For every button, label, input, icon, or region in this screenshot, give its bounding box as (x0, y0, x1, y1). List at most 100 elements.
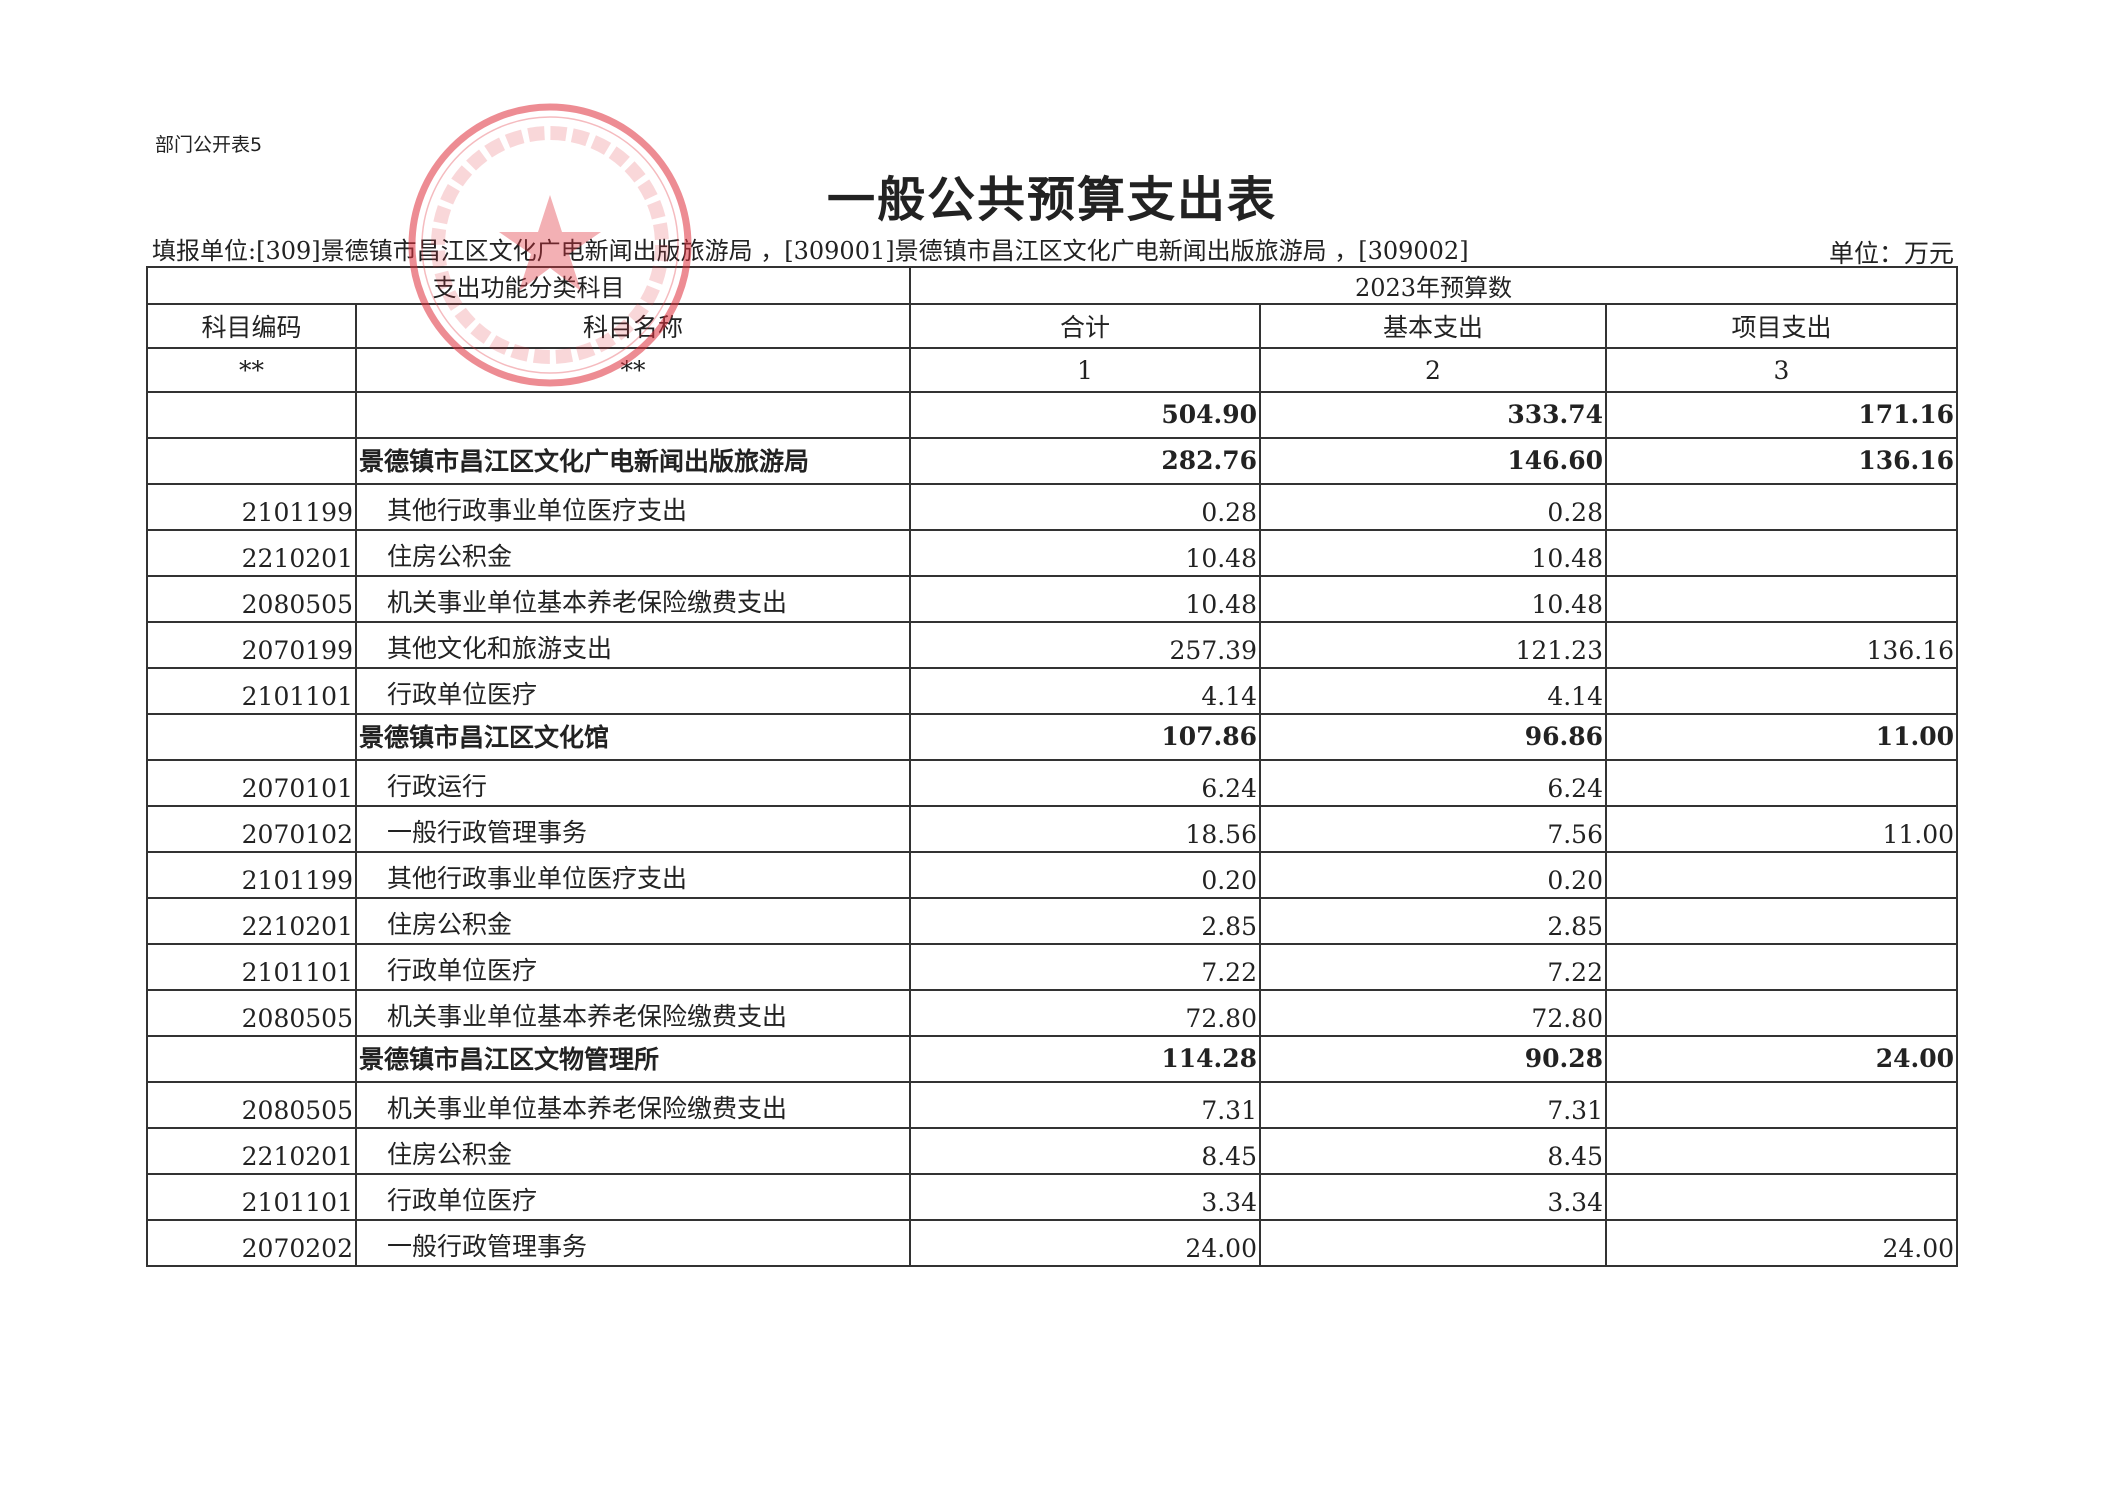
table-row: 2080505 机关事业单位基本养老保险缴费支出 7.31 7.31 (146, 1081, 1959, 1129)
cell-name: 行政单位医疗 (355, 667, 911, 715)
cell-total: 504.90 (909, 391, 1261, 439)
unit-subtotal-row: 景德镇市昌江区文化馆 107.86 96.86 11.00 (146, 713, 1959, 761)
header-total: 合计 (909, 303, 1261, 349)
cell-name: 行政运行 (355, 759, 911, 807)
cell-basic: 6.24 (1259, 759, 1607, 807)
cell-basic: 7.22 (1259, 943, 1607, 991)
cell-project (1604, 483, 1959, 531)
cell-name: 一般行政管理事务 (355, 805, 911, 853)
cell-total: 257.39 (909, 621, 1261, 669)
cell-code: 2080505 (146, 575, 357, 623)
cell-project: 24.00 (1604, 1035, 1959, 1083)
cell-project (1604, 759, 1959, 807)
cell-project (1604, 667, 1959, 715)
header-budget-2023: 2023年预算数 (908, 266, 1959, 305)
cell-total: 107.86 (909, 713, 1261, 761)
cell-basic (1259, 1219, 1607, 1267)
index-total: 1 (909, 347, 1261, 393)
cell-code: 2070102 (146, 805, 357, 853)
header-name: 科目名称 (355, 303, 911, 349)
cell-basic: 7.56 (1259, 805, 1607, 853)
reporting-unit: 填报单位:[309]景德镇市昌江区文化广电新闻出版旅游局 ，[309001]景德… (152, 237, 1469, 265)
cell-project (1604, 989, 1959, 1037)
form-number: 部门公开表5 (155, 134, 263, 156)
cell-name: 其他行政事业单位医疗支出 (355, 483, 911, 531)
cell-code (146, 713, 357, 761)
cell-code: 2101101 (146, 1173, 357, 1221)
table-row: 2101101 行政单位医疗 7.22 7.22 (146, 943, 1959, 991)
cell-code: 2070202 (146, 1219, 357, 1267)
index-name: ** (355, 347, 911, 393)
cell-name: 机关事业单位基本养老保险缴费支出 (355, 989, 911, 1037)
header-code: 科目编码 (146, 303, 357, 349)
cell-code: 2070199 (146, 621, 357, 669)
cell-total: 3.34 (909, 1173, 1261, 1221)
table-row: 2070102 一般行政管理事务 18.56 7.56 11.00 (146, 805, 1959, 853)
cell-code: 2080505 (146, 1081, 357, 1129)
index-project: 3 (1604, 347, 1959, 393)
cell-project (1604, 1173, 1959, 1221)
table-row: 2070199 其他文化和旅游支出 257.39 121.23 136.16 (146, 621, 1959, 669)
cell-project (1604, 897, 1959, 945)
cell-name: 住房公积金 (355, 1127, 911, 1175)
cell-name: 景德镇市昌江区文化广电新闻出版旅游局 (355, 437, 911, 485)
cell-name: 行政单位医疗 (355, 943, 911, 991)
table-row: 2070101 行政运行 6.24 6.24 (146, 759, 1959, 807)
cell-total: 2.85 (909, 897, 1261, 945)
cell-total: 72.80 (909, 989, 1261, 1037)
table-row: 2070202 一般行政管理事务 24.00 24.00 (146, 1219, 1959, 1267)
cell-total: 24.00 (909, 1219, 1261, 1267)
cell-basic: 121.23 (1259, 621, 1607, 669)
cell-total: 282.76 (909, 437, 1261, 485)
cell-total: 7.22 (909, 943, 1261, 991)
cell-project (1604, 529, 1959, 577)
header-project: 项目支出 (1604, 303, 1959, 349)
cell-basic: 333.74 (1259, 391, 1607, 439)
cell-name: 其他文化和旅游支出 (355, 621, 911, 669)
cell-project (1604, 943, 1959, 991)
cell-total: 10.48 (909, 575, 1261, 623)
cell-project: 11.00 (1604, 805, 1959, 853)
cell-basic: 10.48 (1259, 529, 1607, 577)
budget-expenditure-table: 支出功能分类科目 2023年预算数 科目编码 科目名称 合计 基本支出 项目支出… (146, 266, 1959, 1267)
header-function-category: 支出功能分类科目 (146, 266, 911, 305)
grand-total-row: 504.90 333.74 171.16 (146, 391, 1959, 439)
table-row: 2101199 其他行政事业单位医疗支出 0.20 0.20 (146, 851, 1959, 899)
index-code: ** (146, 347, 357, 393)
cell-total: 0.20 (909, 851, 1261, 899)
cell-basic: 10.48 (1259, 575, 1607, 623)
cell-basic: 0.20 (1259, 851, 1607, 899)
cell-code: 2101101 (146, 667, 357, 715)
cell-code (146, 391, 357, 439)
header-basic: 基本支出 (1259, 303, 1607, 349)
cell-name: 住房公积金 (355, 897, 911, 945)
table-row: 2101101 行政单位医疗 4.14 4.14 (146, 667, 1959, 715)
cell-project (1604, 1081, 1959, 1129)
currency-unit: 单位：万元 (1828, 239, 1954, 268)
cell-basic: 3.34 (1259, 1173, 1607, 1221)
cell-name: 景德镇市昌江区文化馆 (355, 713, 911, 761)
unit-subtotal-row: 景德镇市昌江区文物管理所 114.28 90.28 24.00 (146, 1035, 1959, 1083)
cell-name: 住房公积金 (355, 529, 911, 577)
cell-name: 其他行政事业单位医疗支出 (355, 851, 911, 899)
cell-basic: 8.45 (1259, 1127, 1607, 1175)
cell-total: 0.28 (909, 483, 1261, 531)
cell-project: 136.16 (1604, 437, 1959, 485)
cell-name: 行政单位医疗 (355, 1173, 911, 1221)
cell-name (355, 391, 911, 439)
cell-name: 机关事业单位基本养老保险缴费支出 (355, 575, 911, 623)
cell-total: 18.56 (909, 805, 1261, 853)
cell-code: 2210201 (146, 1127, 357, 1175)
cell-basic: 0.28 (1259, 483, 1607, 531)
table-row: 2210201 住房公积金 8.45 8.45 (146, 1127, 1959, 1175)
unit-subtotal-row: 景德镇市昌江区文化广电新闻出版旅游局 282.76 146.60 136.16 (146, 437, 1959, 485)
cell-code: 2101199 (146, 851, 357, 899)
cell-basic: 2.85 (1259, 897, 1607, 945)
table-row: 2101101 行政单位医疗 3.34 3.34 (146, 1173, 1959, 1221)
cell-code (146, 437, 357, 485)
cell-code (146, 1035, 357, 1083)
cell-name: 机关事业单位基本养老保险缴费支出 (355, 1081, 911, 1129)
cell-basic: 7.31 (1259, 1081, 1607, 1129)
cell-code: 2210201 (146, 529, 357, 577)
table-row: 2080505 机关事业单位基本养老保险缴费支出 72.80 72.80 (146, 989, 1959, 1037)
